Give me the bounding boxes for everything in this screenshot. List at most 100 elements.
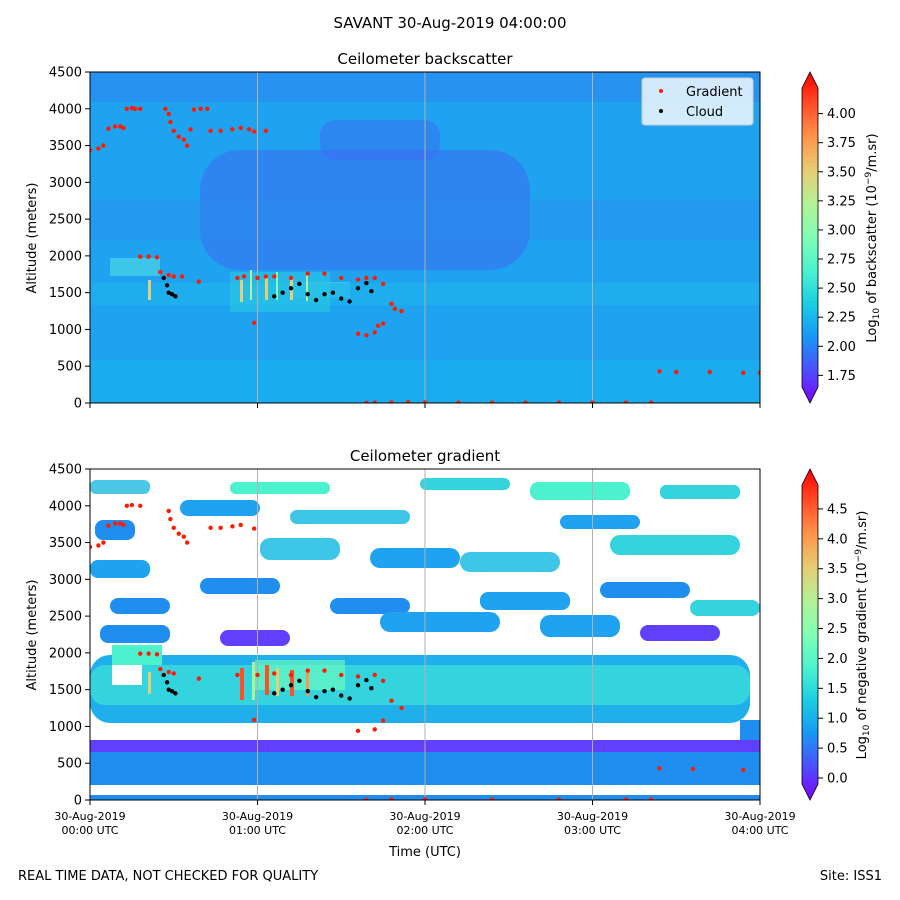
colorbar-tick-label: 0.5 [827,742,848,757]
gradient-point [208,128,213,134]
gradient-point [235,275,240,281]
gradient-point [372,672,377,678]
colorbar-tick-label: 2.75 [827,253,856,268]
cloud-point [313,694,319,700]
gradient-point [96,543,101,548]
cloud-point [347,299,352,304]
colorbar-tick-label: 3.25 [827,194,856,209]
gradient-point [263,274,269,279]
cloud-point [161,275,166,281]
y-tick-label: 1500 [49,683,82,698]
y-tick-label: 3500 [49,536,82,551]
cloud-point [280,687,285,692]
site-label: Site: ISS1 [819,869,882,884]
cloud-point [173,691,178,696]
cloud-point [305,291,310,297]
gradient-point [380,718,386,723]
gradient-point [422,797,428,800]
gradient-point [757,370,760,376]
gradient-point [372,400,377,403]
gradient-point [138,503,143,508]
gradient-point [171,274,176,279]
cloud-point [369,685,374,691]
gradient-point [218,525,223,531]
top-y-axis-label: Altitude (meters) [25,183,40,294]
colorbar-tick-label: 1.0 [827,712,848,727]
gradient-point [112,521,118,526]
y-tick-label: 4000 [49,102,82,117]
bottom-colorbar-label: Log10 of negative gradient (10−9/m.sr) [854,511,872,760]
gradient-point [741,370,746,376]
gradient-point [623,400,629,403]
gradient-point [389,301,394,306]
x-tick-label-time: 00:00 UTC [61,824,118,837]
cloud-point [166,687,171,692]
y-tick-label: 1000 [49,323,82,338]
chart-legend: Gradient Cloud [641,77,754,126]
bottom-y-axis: 0 500 1000 1500 2000 2500 3000 3500 4000 4500 [49,463,90,809]
gradient-point [399,705,404,711]
y-tick-label: 3000 [49,573,82,588]
gradient-point [90,147,93,153]
gradient-point [364,333,369,338]
gradient-point [389,698,394,703]
y-tick-label: 4500 [49,66,82,81]
gradient-point [690,766,696,772]
colorbar-tick-label: 2.0 [827,652,848,667]
gradient-point [154,652,160,657]
gradient-point [364,797,369,800]
gradient-point [138,254,143,259]
gradient-point [106,523,111,528]
gradient-point [230,127,235,132]
cloud-point [322,688,327,694]
gradient-point [117,521,123,526]
gradient-point [489,400,495,403]
colorbar-tick-label: 1.5 [827,682,848,697]
bottom-colorbar: 0.0 0.5 1.0 1.5 2.0 2.5 3.0 3.5 4.0 4.5 Log10 of … [801,468,872,801]
gradient-point [399,308,404,314]
cloud-point [355,683,361,688]
gradient-point [556,400,562,403]
gradient-point [181,534,186,539]
gradient-point [238,522,243,528]
top-colorbar-label: Log10 of backscatter (10−9/m.sr) [864,133,882,342]
cloud-point [169,688,175,694]
cloud-point [164,680,170,685]
gradient-point [129,105,135,111]
y-tick-label: 1500 [49,286,82,301]
gradient-point [133,106,138,111]
gradient-point [166,272,171,278]
gradient-point [648,400,654,403]
top-colorbar-bar [801,71,819,404]
colorbar-tick-label: 3.00 [827,223,856,238]
gradient-point [176,531,181,536]
gradient-point [322,668,327,673]
gradient-point [90,544,93,550]
gradient-point [251,129,257,134]
cloud-point [347,696,352,701]
y-tick-label: 500 [57,757,82,772]
x-tick-label-date: 30-Aug-2019 [557,810,628,823]
cloud-point [297,281,302,287]
gradient-point [171,525,176,531]
gradient-point [181,137,186,142]
x-tick-label-date: 30-Aug-2019 [222,810,293,823]
legend-gradient-label: Gradient [686,85,743,100]
gradient-point [168,516,173,522]
gradient-point [305,668,310,673]
top-colorbar: 1.75 2.00 2.25 2.50 2.75 3.00 3.25 3.50 3.75 4.00… [801,71,882,404]
gradient-point [146,254,151,259]
gradient-point [272,671,277,676]
gradient-point [255,275,260,281]
gradient-point [263,128,269,134]
gradient-point [191,107,197,112]
gradient-point [176,134,181,139]
colorbar-tick-label: 4.00 [827,107,856,122]
gradient-point [364,400,369,403]
gradient-point [251,526,257,531]
gradient-point [858,370,862,374]
cloud-point [288,683,294,688]
x-tick-label-date: 30-Aug-2019 [389,810,460,823]
x-tick-label-time: 03:00 UTC [564,824,621,837]
top-marker-layer [90,105,862,403]
